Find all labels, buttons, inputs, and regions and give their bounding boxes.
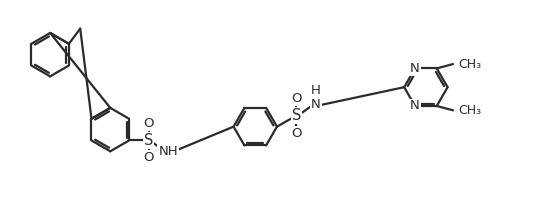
Text: N: N bbox=[410, 62, 420, 75]
Text: H: H bbox=[311, 84, 321, 97]
Text: N: N bbox=[410, 99, 420, 113]
Text: S: S bbox=[144, 133, 153, 148]
Text: O: O bbox=[143, 117, 154, 130]
Text: O: O bbox=[291, 127, 302, 140]
Text: O: O bbox=[291, 92, 302, 105]
Text: NH: NH bbox=[158, 145, 178, 158]
Text: CH₃: CH₃ bbox=[458, 58, 481, 70]
Text: N: N bbox=[311, 98, 321, 112]
Text: S: S bbox=[292, 108, 301, 123]
Text: O: O bbox=[143, 151, 154, 164]
Text: CH₃: CH₃ bbox=[458, 104, 481, 117]
